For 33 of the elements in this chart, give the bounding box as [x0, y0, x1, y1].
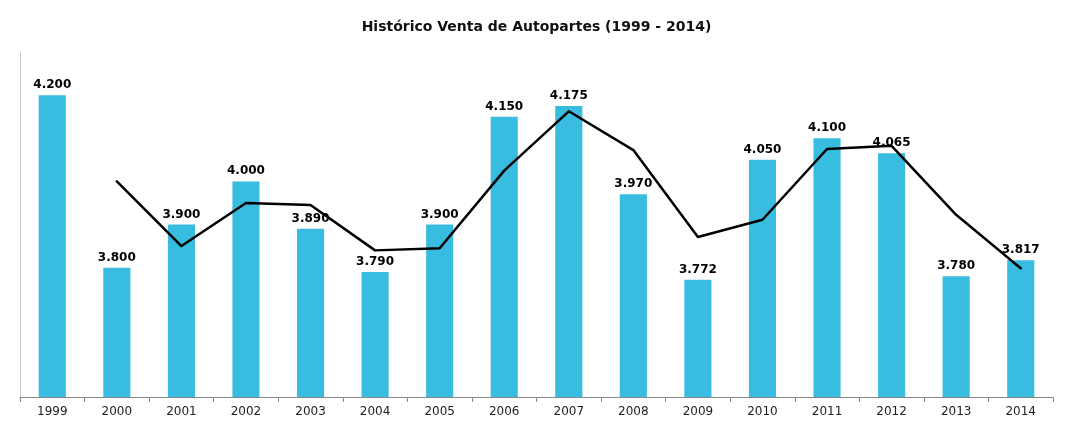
x-tick-label: 2003: [295, 404, 326, 418]
x-tick-label: 2012: [876, 404, 907, 418]
data-label: 3.790: [356, 253, 395, 268]
data-label: 3.772: [678, 261, 717, 276]
x-tick-label: 2011: [811, 404, 843, 418]
data-label: 3.817: [1001, 242, 1040, 257]
x-tick-label: 2014: [1005, 404, 1036, 418]
data-label: 4.200: [33, 77, 72, 92]
data-label: 4.000: [226, 163, 265, 178]
x-tick-label: 2004: [359, 404, 391, 418]
data-label: 3.900: [162, 206, 201, 221]
x-tick-label: 1999: [37, 404, 68, 418]
data-label: 3.900: [420, 206, 459, 221]
data-label: 4.175: [549, 87, 588, 102]
data-label: 4.150: [485, 98, 524, 113]
x-tick-label: 2002: [230, 404, 262, 418]
data-label: 3.890: [291, 210, 330, 225]
data-label: 3.800: [97, 249, 136, 264]
x-tick-label: 2000: [101, 404, 133, 418]
data-label: 4.065: [872, 135, 911, 150]
data-label: 4.100: [808, 120, 847, 135]
x-tick-label: 2001: [166, 404, 197, 418]
data-label: 3.780: [937, 258, 976, 273]
x-tick-label: 2010: [747, 404, 778, 418]
x-tick-label: 2005: [424, 404, 455, 418]
x-tick-label: 2007: [553, 404, 585, 418]
data-label: 4.050: [743, 141, 782, 156]
x-tick-label: 2008: [618, 404, 649, 418]
x-tick-label: 2013: [940, 404, 972, 418]
chart-title: Histórico Venta de Autopartes (1999 - 2014): [361, 18, 712, 34]
x-tick-label: 2009: [682, 404, 714, 418]
data-label: 3.970: [614, 176, 653, 191]
x-tick-label: 2006: [488, 404, 520, 418]
